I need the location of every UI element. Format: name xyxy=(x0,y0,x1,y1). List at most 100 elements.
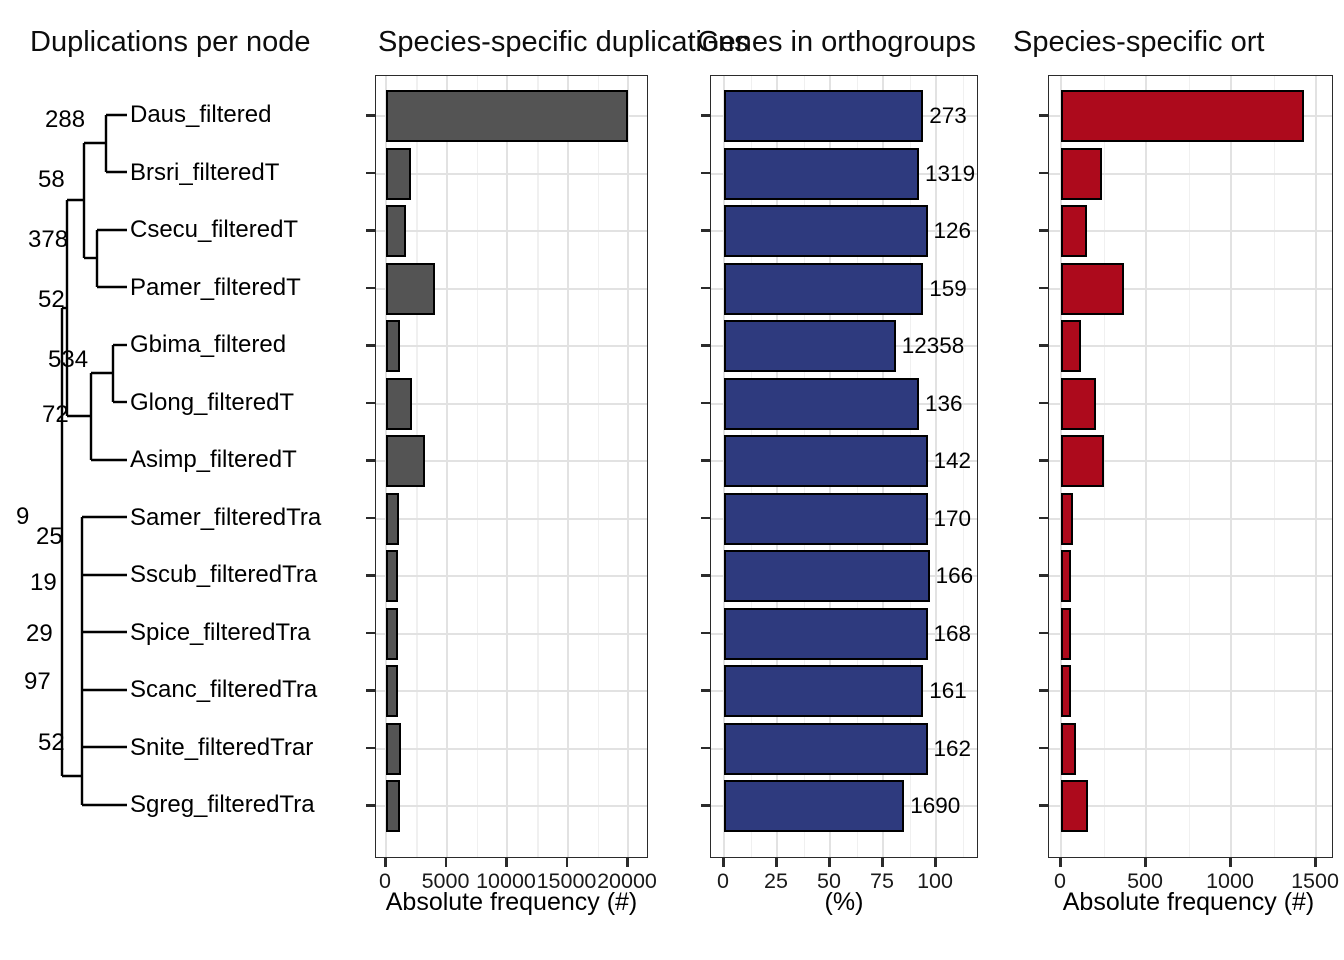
y-axis-tick xyxy=(1039,746,1048,749)
y-axis-tick xyxy=(701,459,710,462)
bar-duplications xyxy=(386,262,435,315)
bar-duplications xyxy=(386,780,401,832)
y-axis-tick xyxy=(366,574,375,577)
bar-value-label: 159 xyxy=(929,275,967,301)
x-axis-tick xyxy=(1229,858,1232,867)
species-label: Pamer_filteredT xyxy=(130,273,301,301)
gridline-row xyxy=(1049,172,1332,175)
bar-value-label: 142 xyxy=(933,448,972,473)
bar-genes-pct xyxy=(724,147,920,200)
gridline-minor xyxy=(962,76,965,857)
gridline-major xyxy=(1145,76,1147,857)
y-axis-tick xyxy=(701,689,710,692)
y-axis-tick xyxy=(366,229,375,232)
bar-genes-pct xyxy=(724,377,920,430)
x-axis-tick xyxy=(1059,858,1062,867)
bar-orthogroups xyxy=(1061,665,1072,717)
y-axis-tick xyxy=(701,171,710,174)
bar-genes-pct xyxy=(724,722,928,775)
bar-duplications xyxy=(386,492,400,545)
species-label: Sscub_filteredTra xyxy=(130,561,318,588)
bar-value-label: 166 xyxy=(935,563,974,588)
bar-orthogroups xyxy=(1061,377,1096,430)
y-axis-tick xyxy=(366,114,375,117)
gridline-row xyxy=(376,287,647,290)
bar-value-label: 162 xyxy=(933,735,972,761)
y-axis-tick xyxy=(366,286,375,289)
y-axis-tick xyxy=(701,746,710,749)
x-axis-tick-label: 20000 xyxy=(597,869,657,893)
x-axis-tick xyxy=(626,858,629,867)
bar-value-label: 126 xyxy=(933,218,972,243)
bar-duplications xyxy=(386,147,412,200)
species-label: Brsri_filteredT xyxy=(130,158,280,186)
y-axis-tick xyxy=(701,631,710,634)
node-duplication-count: 534 xyxy=(48,346,89,373)
gridline-row xyxy=(376,230,647,232)
phylogenetic-tree xyxy=(60,113,127,807)
gridline-row xyxy=(1049,517,1332,520)
x-axis-tick-label: 0 xyxy=(1054,869,1066,893)
node-duplication-count: 52 xyxy=(38,729,65,756)
gridline-minor xyxy=(1273,76,1276,857)
node-duplication-count: 9 xyxy=(16,503,30,530)
bar-orthogroups xyxy=(1061,205,1087,257)
panel-genes-pct: 273 1319 126 159 12358 136 142 170 166 168 161 162 1… xyxy=(710,75,978,858)
gridline-major xyxy=(445,76,448,857)
gridline-row xyxy=(376,517,647,520)
gridline-row xyxy=(376,172,647,175)
x-axis-tick xyxy=(722,858,725,867)
species-label: Snite_filteredTrar xyxy=(130,733,314,761)
y-axis-tick xyxy=(1039,286,1048,289)
bar-duplications xyxy=(386,205,406,257)
y-axis-tick xyxy=(1039,459,1048,462)
y-axis-tick xyxy=(1039,344,1048,347)
y-axis-tick xyxy=(366,631,375,634)
bar-genes-pct xyxy=(724,435,928,487)
y-axis-tick xyxy=(701,574,710,577)
node-duplication-count: 97 xyxy=(24,668,51,695)
x-axis-tick xyxy=(934,858,937,867)
bar-value-label: 273 xyxy=(929,103,967,128)
node-duplication-count: 288 xyxy=(45,106,86,133)
bar-orthogroups xyxy=(1061,492,1073,545)
title-species-specific-orthogroups: Species-specific ort xyxy=(1013,26,1265,58)
gridline-major xyxy=(935,76,937,857)
species-label: Asimp_filteredT xyxy=(130,446,297,473)
gridline-major xyxy=(1230,76,1232,857)
x-axis-tick-label: 10000 xyxy=(476,869,536,893)
gridline-minor xyxy=(597,76,600,857)
node-duplication-count: 58 xyxy=(38,166,65,193)
node-duplication-count: 72 xyxy=(42,401,69,428)
gridline-major xyxy=(506,76,508,857)
gridline-row xyxy=(376,805,647,807)
panel-orthogroups xyxy=(1048,75,1333,858)
x-axis-tick xyxy=(775,858,778,867)
bar-duplications xyxy=(386,435,426,487)
x-axis-tick-label: 25 xyxy=(764,869,788,893)
gridline-minor xyxy=(476,76,479,857)
bar-orthogroups xyxy=(1061,435,1104,487)
bar-value-label: 136 xyxy=(925,390,963,416)
y-axis-tick xyxy=(1039,804,1048,807)
species-label: Daus_filtered xyxy=(130,101,272,128)
y-axis-tick xyxy=(1039,171,1048,174)
bar-orthogroups xyxy=(1061,90,1305,142)
x-axis-tick-label: 5000 xyxy=(421,869,470,893)
species-label: Scanc_filteredTra xyxy=(130,676,318,703)
x-axis-tick xyxy=(384,858,387,867)
panel-duplications xyxy=(375,75,648,858)
bar-value-label: 1319 xyxy=(925,160,976,186)
x-axis-tick-label: 75 xyxy=(870,869,894,893)
y-axis-tick xyxy=(366,516,375,519)
title-genes-in-orthogroups: Genes in orthogroups xyxy=(697,26,976,58)
tree-branches xyxy=(60,113,127,807)
x-axis-title-duplications: Absolute frequency (#) xyxy=(385,888,638,916)
bar-duplications xyxy=(386,607,399,660)
y-axis-tick xyxy=(1039,574,1048,577)
x-axis-tick-label: 500 xyxy=(1127,869,1163,893)
title-species-specific-duplications: Species-specific duplications xyxy=(378,26,749,58)
gridline-row xyxy=(1049,632,1332,635)
gridline-major xyxy=(627,76,629,857)
x-axis-tick-label: 50 xyxy=(817,869,841,893)
